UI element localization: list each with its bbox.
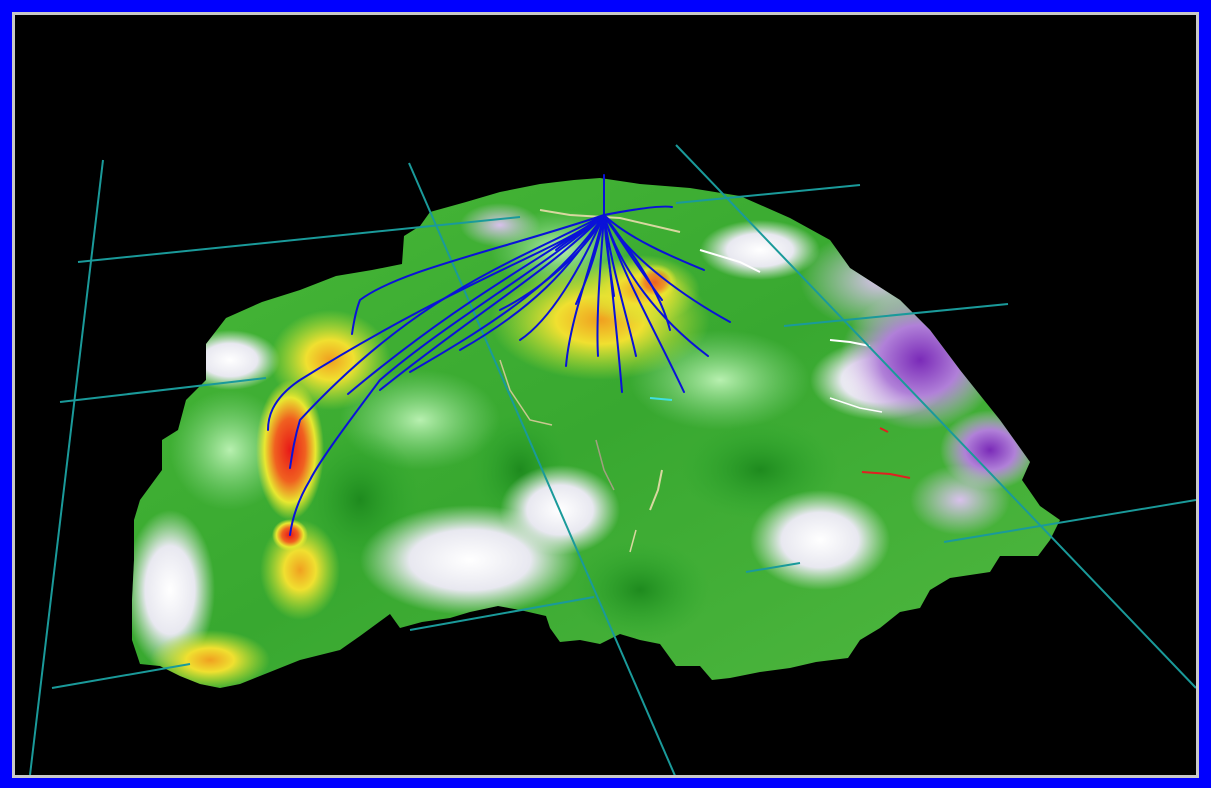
fault-trace	[829, 397, 883, 413]
well-path	[555, 214, 605, 251]
well-paths	[267, 174, 731, 536]
grid-line	[408, 162, 676, 775]
grid-line	[409, 596, 595, 631]
well-path	[575, 214, 605, 305]
3d-viewport[interactable]	[15, 15, 1196, 775]
fault-trace	[649, 397, 673, 401]
fault-trace	[595, 439, 615, 491]
grid-line	[29, 159, 104, 775]
well-path	[347, 214, 605, 395]
well-path	[603, 214, 705, 271]
well-path	[603, 205, 673, 216]
grid-line	[51, 663, 191, 689]
fault-trace	[879, 427, 889, 433]
well-path	[499, 214, 605, 311]
grid-line	[745, 562, 801, 573]
grid-line	[943, 499, 1196, 543]
fault-trace	[861, 471, 911, 479]
fault-trace	[649, 469, 663, 511]
fault-trace	[629, 529, 637, 553]
well-path	[519, 214, 605, 341]
grid-line	[77, 216, 521, 263]
grid-line	[675, 144, 1196, 689]
well-path	[603, 214, 637, 357]
reference-grid	[29, 144, 1196, 775]
well-path	[289, 214, 605, 469]
scene-svg	[29, 144, 1196, 775]
well-path	[289, 214, 605, 536]
fault-trace	[829, 339, 871, 347]
fault-trace	[539, 209, 681, 233]
well-path	[409, 214, 605, 373]
well-path	[596, 214, 605, 357]
fault-trace	[499, 359, 553, 426]
well-path	[603, 214, 671, 331]
well-path	[379, 214, 605, 391]
well-path	[603, 214, 615, 297]
grid-line	[783, 303, 1009, 327]
grid-line	[675, 184, 861, 204]
well-path	[351, 214, 605, 335]
well-path	[267, 214, 605, 431]
well-path	[603, 214, 709, 357]
grid-line	[59, 377, 267, 403]
fault-trace	[699, 249, 761, 273]
